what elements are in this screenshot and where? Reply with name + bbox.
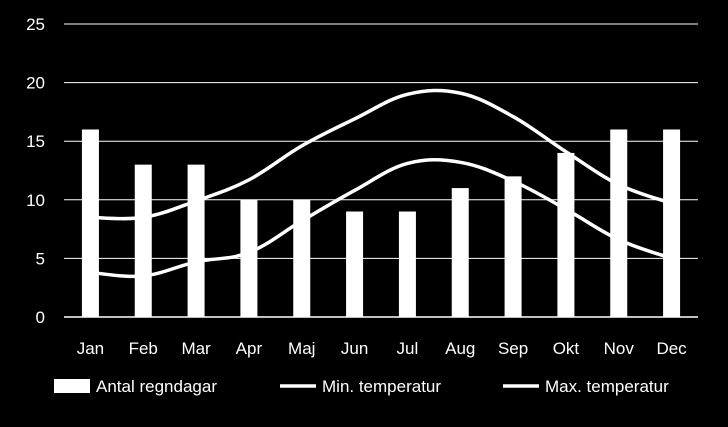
x-tick-label: Apr	[236, 339, 263, 358]
rain-days-bar	[504, 176, 522, 317]
x-tick-label: Feb	[129, 339, 158, 358]
rain-days-bar	[557, 152, 575, 317]
y-tick-label: 20	[26, 74, 45, 93]
legend: Antal regndagar Min. temperatur Max. tempe…	[54, 377, 669, 396]
y-tick-label: 10	[26, 191, 45, 210]
x-tick-label: Jun	[341, 339, 368, 358]
rain-days-bar	[346, 211, 364, 317]
legend-bar-swatch	[54, 379, 90, 393]
legend-entry: Min. temperatur	[280, 377, 441, 396]
line-series	[88, 88, 674, 279]
rain-days-bar	[398, 211, 416, 317]
x-tick-label: Mar	[181, 339, 211, 358]
rain-days-bar	[134, 164, 152, 317]
rain-days-bar	[451, 188, 469, 317]
legend-entry: Antal regndagar	[54, 377, 217, 396]
rain-days-bar	[610, 129, 628, 317]
max-temperature-line	[88, 88, 674, 221]
legend-label: Min. temperatur	[322, 377, 441, 396]
min-temperature-line	[88, 158, 674, 279]
gridlines	[64, 23, 698, 318]
legend-entry: Max. temperatur	[503, 377, 669, 396]
y-tick-labels: 0 5 10 15 20 25	[26, 15, 45, 327]
x-tick-label: Jul	[397, 339, 419, 358]
x-tick-label: Okt	[553, 339, 580, 358]
x-tick-label: Maj	[288, 339, 315, 358]
rain-days-bar	[240, 199, 258, 317]
y-tick-label: 25	[26, 15, 45, 34]
y-tick-label: 0	[36, 308, 45, 327]
rain-days-bar	[293, 199, 311, 317]
x-tick-label: Dec	[656, 339, 687, 358]
x-tick-label: Nov	[604, 339, 635, 358]
x-tick-label: Aug	[445, 339, 475, 358]
legend-label: Max. temperatur	[545, 377, 669, 396]
y-tick-label: 5	[36, 249, 45, 268]
bar-series	[81, 129, 681, 317]
y-tick-label: 15	[26, 132, 45, 151]
x-tick-label: Sep	[498, 339, 528, 358]
rain-days-bar	[81, 129, 99, 317]
x-tick-label: Jan	[77, 339, 104, 358]
x-tick-labels: Jan Feb Mar Apr Maj Jun Jul Aug Sep Okt Nov Dec	[77, 339, 687, 358]
rain-days-bar	[663, 129, 681, 317]
legend-label: Antal regndagar	[96, 377, 217, 396]
rain-days-bar	[187, 164, 205, 317]
